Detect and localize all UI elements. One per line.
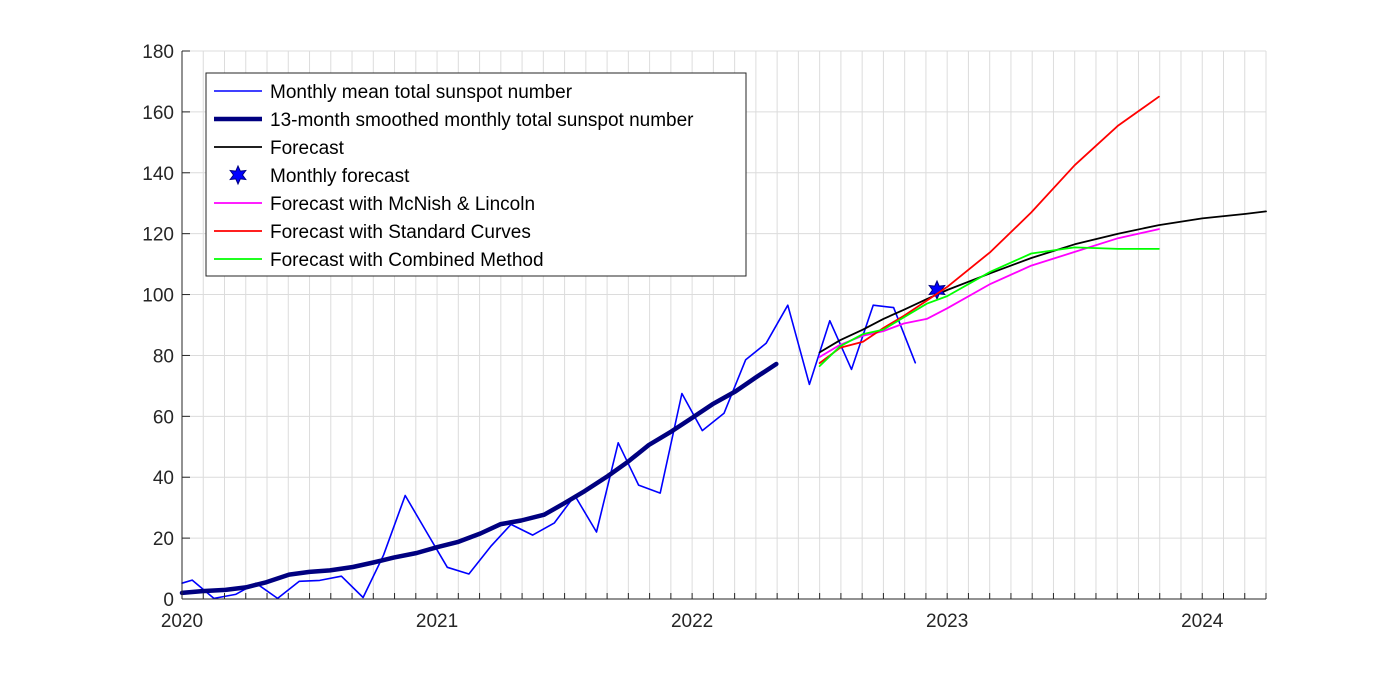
x-tick-label: 2021 xyxy=(416,611,458,632)
x-tick-label: 2023 xyxy=(926,611,968,632)
legend-box xyxy=(205,72,747,277)
y-tick-label: 140 xyxy=(142,164,174,185)
legend-entry-label: Forecast xyxy=(270,138,345,159)
x-tick-label: 2022 xyxy=(671,611,713,632)
forecast-with-combined-method-line xyxy=(818,246,1160,367)
y-tick-label: 100 xyxy=(142,286,174,307)
x-tick-label: 2024 xyxy=(1181,611,1224,632)
monthly-mean-total-sunspot-number-line xyxy=(181,304,917,600)
y-tick-label: 20 xyxy=(153,529,174,550)
legend-entry-label: Monthly mean total sunspot number xyxy=(270,82,573,103)
axes: 0 20 40 60 80 100 120 140 160 180 2020 2021 2022 2023… xyxy=(142,42,1267,632)
y-tick-label: 40 xyxy=(153,468,174,489)
y-tick-label: 80 xyxy=(153,346,174,367)
forecast-with-standard-curves-line xyxy=(818,95,1160,364)
y-tick-label: 180 xyxy=(142,42,174,63)
13-month-smoothed-monthly-total-sunspot-number-line xyxy=(179,361,779,596)
legend-entry-label: Forecast with McNish & Lincoln xyxy=(270,194,535,215)
y-tick-label: 120 xyxy=(142,225,174,246)
y-tick-label: 60 xyxy=(153,407,174,428)
legend-entry-label: Forecast with Combined Method xyxy=(270,250,544,271)
legend-entry-label: Forecast with Standard Curves xyxy=(270,222,531,243)
legend-entry-label: 13-month smoothed monthly total sunspot … xyxy=(270,110,694,131)
series-layer xyxy=(179,95,1267,600)
y-tick-label: 160 xyxy=(142,103,174,124)
legend-star-marker xyxy=(229,164,247,186)
legend: Monthly mean total sunspot number 13-mont… xyxy=(205,72,747,277)
x-tick-label: 2020 xyxy=(161,611,203,632)
y-tick-label: 0 xyxy=(163,590,174,611)
forecast-with-mcnish-lincoln-line xyxy=(818,228,1160,358)
legend-entry-label: Monthly forecast xyxy=(270,166,410,187)
forecast-line xyxy=(818,210,1267,354)
